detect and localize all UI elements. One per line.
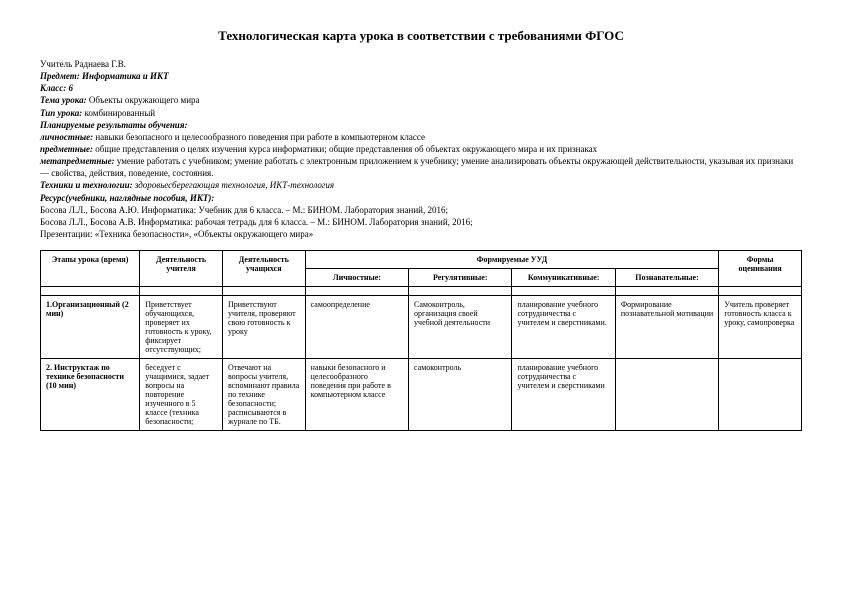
- cell-student: Приветствуют учителя, проверяют свою гот…: [222, 296, 305, 359]
- col-u2: Регулятивные:: [409, 269, 512, 287]
- subject-res-value: общие представления о целях изучения кур…: [93, 144, 597, 154]
- cell-u3: планирование учебного сотрудничества с у…: [512, 296, 615, 359]
- col-u1: Личностные:: [305, 269, 408, 287]
- tech-value: здоровьесберегающая технология, ИКТ-техн…: [133, 180, 334, 190]
- resource-3: Презентации: «Техника безопасности», «Об…: [40, 228, 802, 240]
- subject-label: Предмет:: [40, 71, 80, 81]
- cell-u2: самоконтроль: [409, 359, 512, 431]
- subject-res-label: предметные:: [40, 144, 93, 154]
- class-label: Класс:: [40, 83, 66, 93]
- class-value: 6: [66, 83, 73, 93]
- resource-1: Босова Л.Л., Босова А.Ю. Информатика: Уч…: [40, 204, 802, 216]
- cell-u3: планирование учебного сотрудничества с у…: [512, 359, 615, 431]
- col-u4: Познавательные:: [615, 269, 718, 287]
- personal-label: личностные:: [40, 132, 93, 142]
- cell-u2: Самоконтроль, организация своей учебной …: [409, 296, 512, 359]
- topic-label: Тема урока:: [40, 95, 87, 105]
- subject-value: Информатика и ИКТ: [80, 71, 169, 81]
- empty-row: [41, 287, 802, 296]
- cell-teacher: Приветствует обучающихся, проверяет их г…: [140, 296, 223, 359]
- cell-eval: Учитель проверяет готовность класса к ур…: [719, 296, 802, 359]
- personal-value: навыки безопасного и целесообразного пов…: [93, 132, 425, 142]
- cell-stage: 1.Организационный (2 мин): [41, 296, 140, 359]
- cell-eval: [719, 359, 802, 431]
- meta-block: Учитель Раднаева Г.В. Предмет: Информати…: [40, 58, 802, 240]
- cell-stage: 2. Инструктаж по технике безопасности (1…: [41, 359, 140, 431]
- meta-res-value: умение работать с учебником; умение рабо…: [40, 156, 793, 178]
- cell-u1: самоопределение: [305, 296, 408, 359]
- cell-u4: [615, 359, 718, 431]
- col-stage: Этапы урока (время): [41, 251, 140, 287]
- cell-u1: навыки безопасного и целесообразного пов…: [305, 359, 408, 431]
- table-row: 2. Инструктаж по технике безопасности (1…: [41, 359, 802, 431]
- teacher-label: Учитель: [40, 59, 72, 69]
- page-title: Технологическая карта урока в соответств…: [40, 28, 802, 44]
- cell-u4: Формирование познавательной мотивации: [615, 296, 718, 359]
- plan-label: Планируемые результаты обучения:: [40, 119, 802, 131]
- cell-student: Отвечают на вопросы учителя, вспоминают …: [222, 359, 305, 431]
- topic-value: Объекты окружающего мира: [87, 95, 200, 105]
- table-header-row: Этапы урока (время) Деятельность учителя…: [41, 251, 802, 269]
- type-label: Тип урока:: [40, 108, 82, 118]
- teacher-name: Раднаева Г.В.: [72, 59, 126, 69]
- type-value: комбинированный: [82, 108, 155, 118]
- col-teacher: Деятельность учителя: [140, 251, 223, 287]
- col-eval: Формы оценивания: [719, 251, 802, 287]
- col-u3: Коммуникативные:: [512, 269, 615, 287]
- resource-2: Босова Л.Л., Босова А.В. Информатика: ра…: [40, 216, 802, 228]
- resource-label: Ресурс(учебники, наглядные пособия, ИКТ)…: [40, 192, 802, 204]
- col-uud: Формируемые УУД: [305, 251, 719, 269]
- col-student: Деятельность учащихся: [222, 251, 305, 287]
- lesson-table: Этапы урока (время) Деятельность учителя…: [40, 250, 802, 431]
- tech-label: Техники и технологии:: [40, 180, 133, 190]
- cell-teacher: беседует с учащимися, задает вопросы на …: [140, 359, 223, 431]
- meta-res-label: метапредметные:: [40, 156, 115, 166]
- table-row: 1.Организационный (2 мин) Приветствует о…: [41, 296, 802, 359]
